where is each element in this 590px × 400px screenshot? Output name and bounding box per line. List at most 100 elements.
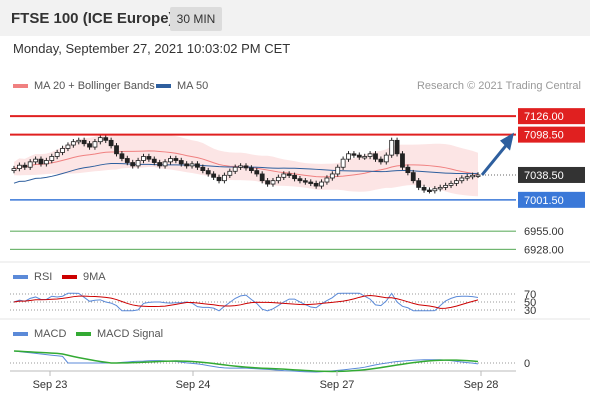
candle-body: [232, 166, 238, 172]
rsi-swatch: [13, 275, 28, 279]
candle-body: [259, 173, 265, 182]
candle-body: [432, 188, 438, 192]
candle-body: [130, 162, 136, 167]
candle-body: [421, 187, 427, 191]
header-bar: FTSE 100 (ICE Europe) 30 MIN: [0, 0, 590, 36]
macd-signal-line: [13, 350, 479, 373]
candle-body: [227, 170, 233, 176]
candle-body: [87, 143, 92, 148]
candle-body: [362, 156, 368, 159]
timeframe-badge[interactable]: 30 MIN: [170, 7, 222, 31]
resistance-level-tag: [518, 108, 585, 125]
macd-legend-label: MACD: [34, 328, 67, 340]
candle-body: [141, 156, 146, 161]
candle-body: [292, 174, 297, 180]
macd-zero-label: 0: [524, 358, 530, 370]
candle-body: [335, 166, 341, 175]
candle-body: [313, 182, 319, 187]
candle-body: [33, 158, 38, 163]
macd-line: [13, 350, 479, 373]
candle-body: [265, 180, 270, 185]
candle-body: [178, 160, 184, 165]
candle-body: [389, 139, 395, 156]
ma50-swatch: [156, 84, 171, 88]
candle-body: [302, 180, 308, 183]
candle-body: [394, 139, 400, 155]
forecast-arrow-head: [500, 132, 514, 151]
candle-body: [157, 162, 163, 167]
candle-body: [297, 178, 303, 182]
forecast-arrow-shaft: [480, 139, 512, 176]
rsi-legend-label: RSI: [34, 271, 53, 283]
candle-body: [351, 153, 357, 156]
macd-legend-macd: MACD: [13, 328, 66, 340]
candle-body: [243, 165, 249, 169]
candle-body: [135, 160, 141, 167]
instrument-title: FTSE 100 (ICE Europe): [11, 10, 174, 27]
candle-body: [108, 139, 114, 147]
candle-body: [340, 158, 346, 168]
x-tick-label: Sep 24: [176, 379, 211, 391]
candle-body: [43, 160, 49, 165]
last-price-label: 7038.50: [524, 170, 564, 182]
candle-body: [324, 177, 330, 183]
candle-body: [119, 153, 125, 159]
candle-body: [173, 158, 179, 161]
ma50-legend-label: MA 50: [177, 80, 209, 92]
candle-body: [70, 141, 76, 146]
candle-body: [124, 158, 130, 163]
candle-body: [211, 173, 217, 178]
macd-signal-legend-label: MACD Signal: [97, 328, 164, 340]
macd-legend-signal: MACD Signal: [76, 328, 163, 340]
candle-body: [275, 176, 281, 182]
candle-body: [195, 163, 200, 168]
candle-body: [281, 173, 287, 178]
candle-body: [437, 187, 443, 190]
candle-body: [54, 152, 60, 157]
candle-body: [454, 180, 459, 184]
rsi9-line: [13, 295, 479, 309]
candle-body: [216, 176, 222, 182]
candle-body: [410, 172, 416, 182]
candle-body: [38, 158, 44, 165]
candle-body: [464, 176, 470, 179]
ma20-legend-label: MA 20 + Bollinger Bands: [34, 80, 155, 92]
x-tick-label: Sep 23: [33, 379, 68, 391]
candle-body: [162, 161, 168, 167]
candle-body: [200, 166, 206, 171]
candle-body: [27, 161, 33, 168]
rsi-line: [13, 292, 479, 312]
candle-body: [329, 173, 335, 179]
candle-body: [65, 144, 71, 149]
candle-body: [459, 177, 465, 182]
candle-body: [319, 181, 324, 187]
candle-body: [427, 189, 432, 192]
candle-body: [475, 174, 481, 177]
candle-body: [238, 165, 244, 168]
candle-body: [205, 170, 211, 175]
candle-body: [270, 180, 276, 185]
candle-body: [168, 158, 173, 163]
ma20-swatch: [13, 84, 28, 88]
macd-swatch: [13, 332, 28, 336]
candle-body: [254, 170, 260, 175]
candle-body: [114, 145, 119, 155]
candle-body: [189, 163, 195, 167]
candle-body: [11, 168, 17, 171]
candle-body: [448, 182, 454, 186]
candle-body: [308, 181, 314, 184]
candle-body: [378, 158, 384, 163]
rsi9-swatch: [62, 275, 77, 279]
rsi-legend-9ma: 9MA: [62, 271, 106, 283]
resistance-level-tag: [518, 126, 585, 143]
candle-body: [286, 173, 292, 176]
target-level-label: 6928.00: [524, 244, 564, 256]
rsi-level-label: 30: [524, 305, 536, 317]
candle-body: [60, 148, 65, 153]
last-price-tag: [518, 166, 585, 183]
candle-body: [151, 158, 157, 163]
candle-body: [92, 141, 98, 148]
candle-body: [346, 153, 351, 160]
candle-body: [470, 174, 476, 178]
